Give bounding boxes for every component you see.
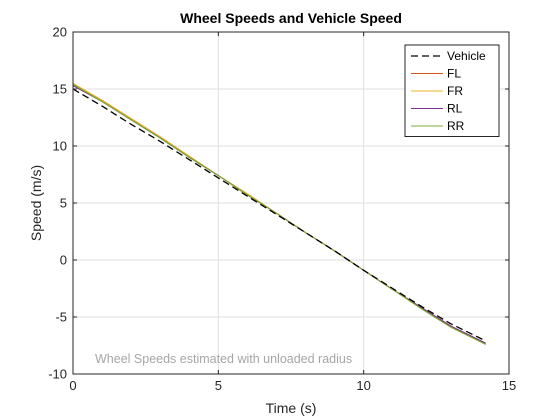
x-axis-label: Time (s) (266, 400, 317, 416)
legend-label-vehicle: Vehicle (447, 49, 486, 63)
y-tick-label: -10 (48, 367, 67, 382)
y-tick-label: 5 (60, 196, 67, 211)
x-tick-label: 0 (69, 378, 76, 393)
x-tick-label: 5 (215, 378, 222, 393)
series-lines (72, 82, 486, 345)
y-tick-label: 10 (53, 139, 67, 154)
series-line-vehicle (72, 88, 486, 342)
y-tick-label: -5 (55, 310, 67, 325)
y-tick-label: 0 (60, 253, 67, 268)
x-tick-label: 10 (356, 378, 370, 393)
series-line-rr (72, 83, 486, 345)
legend-label-rl: RL (447, 102, 463, 116)
y-tick-label: 15 (53, 82, 67, 97)
legend: Vehicle FL FR RL RR (404, 44, 500, 137)
legend-label-fr: FR (447, 84, 463, 98)
legend-label-rr: RR (447, 119, 465, 133)
y-axis-label: Speed (m/s) (28, 165, 44, 241)
axis-ticks: 0 5 10 15 -10 -5 0 5 10 15 20 (48, 25, 516, 394)
y-tick-label: 20 (53, 25, 67, 40)
legend-label-fl: FL (447, 67, 461, 81)
x-tick-label: 15 (502, 378, 516, 393)
chart-title: Wheel Speeds and Vehicle Speed (180, 10, 402, 26)
annotation-text: Wheel Speeds estimated with unloaded rad… (95, 352, 352, 366)
